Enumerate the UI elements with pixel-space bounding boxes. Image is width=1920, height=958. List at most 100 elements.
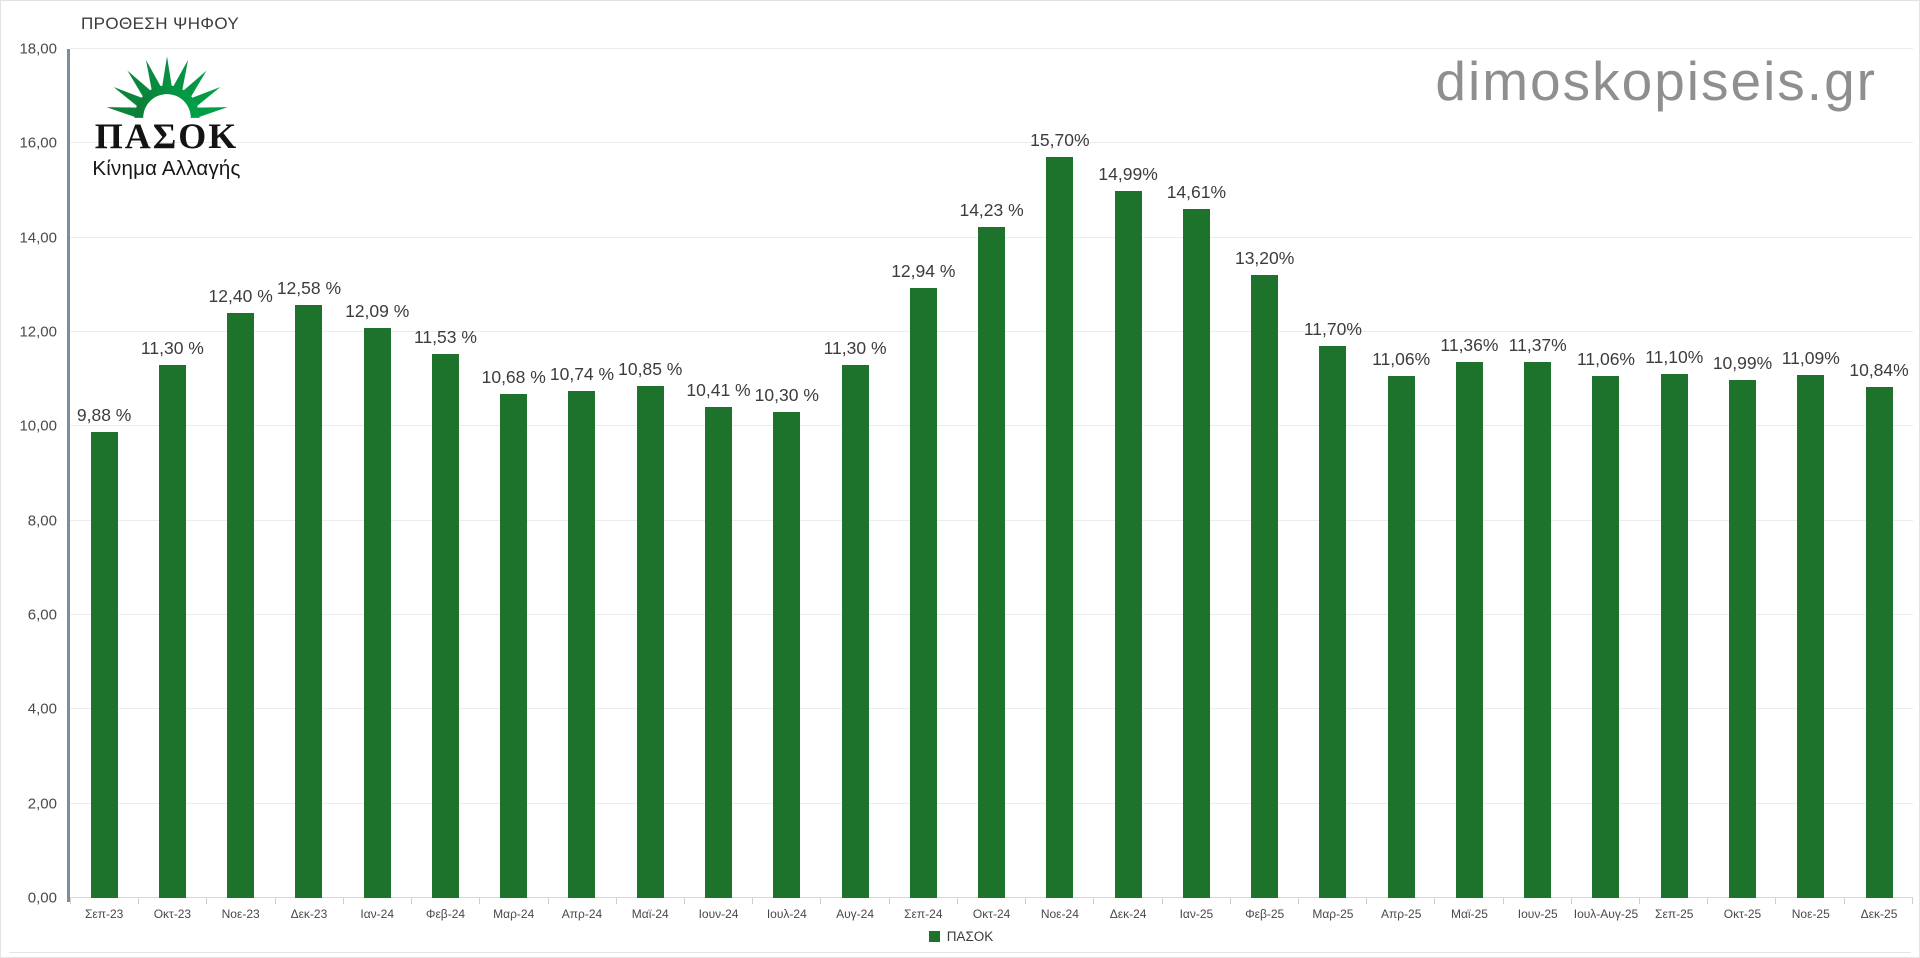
bar-value-label: 13,20%: [1234, 248, 1295, 269]
tick-mark: [207, 898, 276, 904]
bar-value-label: 15,70%: [1030, 130, 1090, 151]
bar: [773, 412, 801, 898]
y-tick-label: 16,00: [19, 134, 57, 152]
x-tick-label: Απρ-24: [561, 907, 603, 921]
bar: [978, 226, 1006, 898]
x-tick-label: Νοε-25: [1791, 907, 1830, 921]
bar: [1114, 190, 1142, 898]
bar-column: 11,06%: [1367, 49, 1435, 898]
x-tick-label: Φεβ-25: [1245, 907, 1285, 921]
logo-title: ΠΑΣΟΚ: [94, 116, 239, 156]
bar-column: 11,30 %: [138, 49, 206, 898]
legend: ΠΑΣΟΚ: [1, 929, 1919, 944]
bar-value-label: 14,99%: [1098, 163, 1158, 184]
bar-column: 12,94 %: [889, 49, 957, 898]
x-tick-label: Δεκ-23: [290, 907, 328, 921]
tick-mark: [821, 898, 890, 904]
bar: [363, 327, 391, 898]
y-tick-label: 8,00: [27, 512, 57, 530]
tick-mark: [1640, 898, 1709, 904]
y-tick-label: 18,00: [19, 40, 57, 58]
y-axis-labels: 0,00 2,00 4,00 6,00 8,00 10,00 12,00 14,00 16,00…: [1, 41, 62, 907]
legend-swatch-icon: [928, 931, 940, 942]
pasok-logo: ΠΑΣΟΚ Κίνημα Αλλαγής: [84, 53, 249, 181]
bar-value-label: 12,40 %: [208, 286, 273, 307]
bar-column: 12,09 %: [343, 49, 411, 898]
x-tick-label: Ιουν-25: [1517, 907, 1558, 921]
y-tick-label: 4,00: [27, 700, 57, 718]
bar-column: 15,70%: [1026, 49, 1094, 898]
bar-column: 11,06%: [1572, 49, 1640, 898]
tick-mark: [1094, 898, 1163, 904]
tick-mark: [276, 898, 344, 904]
x-tick-label: Δεκ-24: [1109, 907, 1147, 921]
x-axis-labels: Σεπ-23 Οκτ-23 Νοε-23 Δεκ-23 Ιαν-24 Φεβ-24 Μαρ-…: [70, 907, 1913, 921]
tick-mark: [753, 898, 822, 904]
bar-value-label: 10,84%: [1849, 359, 1909, 380]
tick-mark: [1435, 898, 1504, 904]
bar-column: 12,58 %: [275, 49, 343, 898]
gridline: [70, 142, 1913, 144]
bar: [841, 365, 869, 898]
tick-mark: [1299, 898, 1368, 904]
plot-area: 9,88 % 11,30 % 12,40 % 12,58 % 12,09 % 11,53 …: [70, 48, 1913, 898]
bar: [158, 365, 186, 898]
bar: [636, 386, 664, 898]
y-tick-label: 6,00: [27, 606, 57, 624]
bar: [705, 407, 733, 898]
tick-mark: [1708, 898, 1777, 904]
bar-value-label: 10,99%: [1712, 352, 1773, 373]
bar: [1319, 346, 1347, 898]
bar-value-label: 11,53 %: [413, 327, 477, 348]
tick-mark: [1231, 898, 1299, 904]
bar: [1455, 362, 1483, 898]
x-tick-label: Μαϊ-24: [631, 907, 669, 921]
bar-value-label: 12,94 %: [891, 260, 956, 281]
x-axis-ticks: [70, 898, 1913, 904]
bar-column: 11,09%: [1777, 49, 1845, 898]
bar: [1592, 376, 1620, 898]
bar-column: 12,40 %: [207, 49, 275, 898]
y-axis-line: [67, 49, 70, 902]
y-tick-label: 12,00: [19, 323, 57, 341]
bar-value-label: 10,68 %: [481, 367, 546, 388]
bar: [431, 354, 459, 898]
bar: [500, 394, 528, 898]
tick-mark: [1845, 898, 1913, 904]
x-tick-label: Αυγ-24: [836, 907, 875, 921]
x-tick-label: Οκτ-23: [153, 907, 192, 921]
gridline: [70, 48, 1913, 49]
bar-column: 10,41 %: [684, 49, 752, 898]
bar-column: 10,84%: [1845, 49, 1913, 898]
bar-column: 11,30 %: [821, 49, 889, 898]
bar: [1797, 374, 1825, 898]
tick-mark: [890, 898, 958, 904]
bar: [568, 391, 596, 898]
y-tick-label: 2,00: [27, 795, 57, 813]
x-tick-label: Μαρ-24: [493, 907, 535, 921]
bar-column: 14,99%: [1094, 49, 1162, 898]
bar-value-label: 11,06%: [1372, 349, 1431, 370]
tick-mark: [617, 898, 685, 904]
bar-value-label: 9,88 %: [76, 405, 132, 425]
x-tick-label: Ιουλ-Αυγ-25: [1573, 907, 1639, 921]
x-tick-label: Δεκ-25: [1860, 907, 1898, 921]
bar-value-label: 12,09 %: [345, 300, 410, 321]
bar-value-label: 10,41 %: [686, 380, 751, 400]
tick-mark: [1776, 898, 1845, 904]
x-tick-label: Φεβ-24: [425, 907, 466, 921]
bar-column: 10,30 %: [753, 49, 821, 898]
x-tick-label: Ιουλ-24: [766, 907, 807, 921]
x-tick-label: Σεπ-23: [84, 907, 124, 921]
bar: [295, 304, 323, 898]
bar-value-label: 11,06%: [1576, 349, 1635, 370]
tick-mark: [139, 898, 208, 904]
bar-column: 10,68 %: [480, 49, 548, 898]
bar-column: 11,53 %: [411, 49, 479, 898]
x-tick-label: Σεπ-25: [1655, 907, 1694, 921]
tick-mark: [1026, 898, 1095, 904]
tick-mark: [1367, 898, 1436, 904]
bar-column: 11,37%: [1504, 49, 1572, 898]
bar-value-label: 11,10%: [1645, 347, 1704, 368]
bar: [90, 432, 118, 898]
